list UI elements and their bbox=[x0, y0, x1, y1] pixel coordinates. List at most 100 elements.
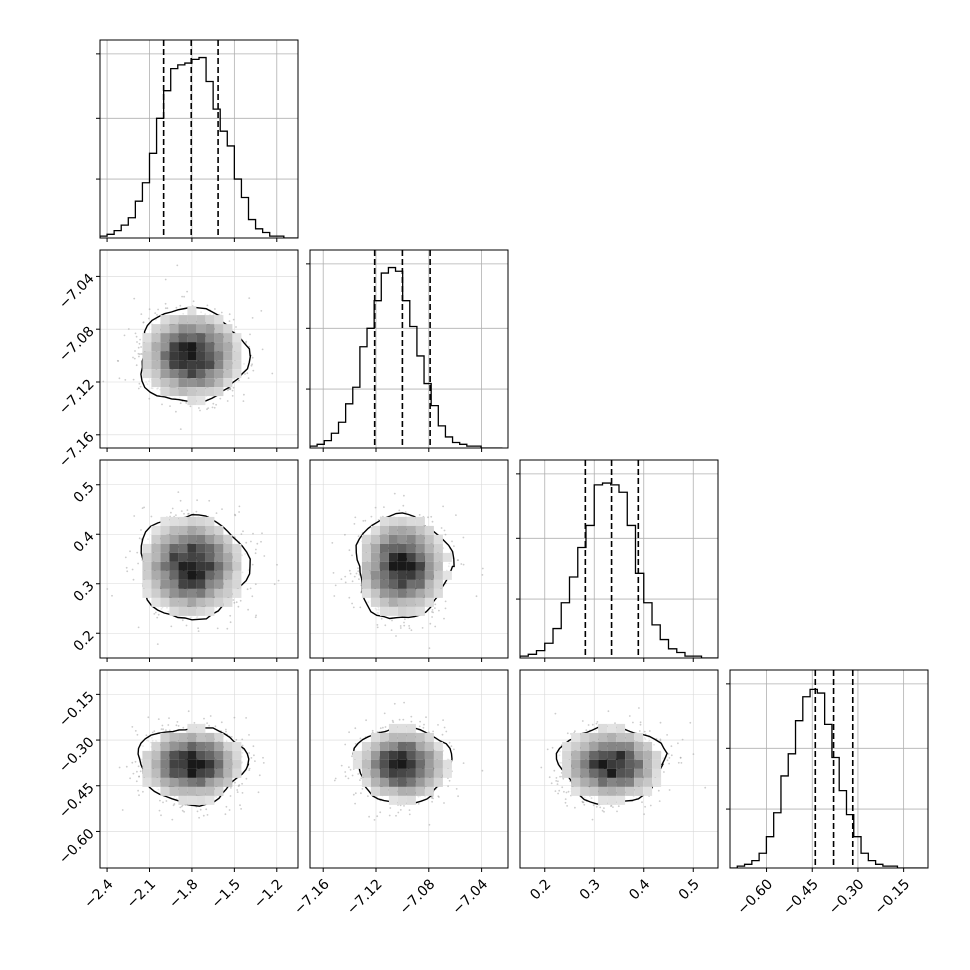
density-cell bbox=[361, 570, 371, 580]
density-cell bbox=[616, 750, 626, 760]
density-cell bbox=[214, 534, 224, 544]
sample-point bbox=[550, 782, 553, 785]
sample-point bbox=[131, 568, 134, 571]
sample-point bbox=[607, 710, 610, 713]
sample-point bbox=[556, 783, 559, 785]
density-cell bbox=[187, 759, 197, 769]
density-cell bbox=[232, 579, 242, 589]
density-cell bbox=[424, 741, 434, 751]
sample-point bbox=[277, 579, 280, 582]
sample-point bbox=[666, 734, 668, 736]
sample-point bbox=[460, 563, 463, 565]
density-cell bbox=[178, 597, 188, 607]
sample-point bbox=[437, 724, 439, 726]
density-cell bbox=[379, 768, 389, 778]
sample-point bbox=[137, 789, 140, 792]
density-cell bbox=[196, 543, 206, 553]
sample-point bbox=[238, 505, 241, 508]
sample-point bbox=[443, 617, 445, 620]
x-tick-label: −7.12 bbox=[344, 876, 386, 918]
sample-point bbox=[252, 745, 255, 748]
sample-point bbox=[136, 733, 139, 736]
sample-point bbox=[704, 786, 707, 789]
sample-point bbox=[403, 805, 405, 807]
density-cell bbox=[397, 786, 407, 796]
sample-point bbox=[134, 350, 136, 352]
density-cell bbox=[160, 768, 170, 778]
density-cell bbox=[397, 723, 407, 733]
density-cell bbox=[232, 588, 242, 598]
sample-point bbox=[260, 540, 262, 543]
density-cell bbox=[151, 360, 161, 370]
density-cell bbox=[634, 732, 644, 742]
sample-point bbox=[603, 810, 605, 813]
density-cell bbox=[571, 750, 581, 760]
density-cell bbox=[232, 561, 242, 571]
density-cell bbox=[589, 786, 599, 796]
sample-point bbox=[252, 532, 254, 535]
density-cell bbox=[151, 561, 161, 571]
sample-point bbox=[403, 494, 405, 497]
density-cell bbox=[187, 306, 197, 316]
sample-point bbox=[453, 748, 455, 751]
density-cell bbox=[571, 768, 581, 778]
density-cell bbox=[187, 378, 197, 388]
sample-point bbox=[462, 536, 465, 539]
sample-point bbox=[157, 613, 160, 616]
sample-point bbox=[334, 777, 337, 780]
sample-point bbox=[180, 805, 183, 808]
sample-point bbox=[349, 572, 352, 575]
density-cell bbox=[379, 543, 389, 553]
density-cell bbox=[169, 768, 179, 778]
sample-point bbox=[228, 388, 231, 390]
density-cell bbox=[196, 597, 206, 607]
density-cell bbox=[178, 741, 188, 751]
sample-point bbox=[249, 333, 251, 336]
density-cell bbox=[196, 525, 206, 535]
density-cell bbox=[142, 588, 152, 598]
sample-point bbox=[209, 715, 212, 717]
sample-point bbox=[432, 797, 434, 800]
density-cell bbox=[634, 768, 644, 778]
sample-point bbox=[250, 540, 252, 543]
sample-point bbox=[165, 729, 167, 731]
density-cell bbox=[160, 534, 170, 544]
sample-point bbox=[147, 716, 150, 719]
sample-point bbox=[183, 295, 186, 298]
sample-point bbox=[557, 780, 559, 783]
density-cell bbox=[187, 750, 197, 760]
density-cell bbox=[397, 795, 407, 805]
sample-point bbox=[137, 352, 140, 355]
sample-point bbox=[153, 613, 156, 615]
density-cell bbox=[415, 552, 425, 562]
density-cell bbox=[169, 516, 179, 526]
density-cell bbox=[187, 786, 197, 796]
density-cell bbox=[598, 777, 608, 787]
x-tick-label: 0.3 bbox=[577, 876, 604, 903]
density-cell bbox=[151, 777, 161, 787]
density-cell bbox=[370, 588, 380, 598]
histogram-step bbox=[730, 688, 927, 868]
sample-point bbox=[241, 744, 244, 747]
density-cell bbox=[379, 786, 389, 796]
sample-point bbox=[644, 805, 646, 808]
sample-point bbox=[432, 611, 434, 614]
density-cell bbox=[169, 786, 179, 796]
sample-point bbox=[351, 580, 354, 583]
sample-point bbox=[398, 718, 401, 721]
density-cell bbox=[196, 561, 206, 571]
sample-point bbox=[150, 515, 153, 518]
density-cell bbox=[433, 750, 443, 760]
density-cell bbox=[415, 543, 425, 553]
density-cell bbox=[370, 579, 380, 589]
sample-point bbox=[445, 730, 448, 733]
sample-point bbox=[132, 578, 135, 581]
density-cell bbox=[415, 759, 425, 769]
sample-point bbox=[431, 800, 433, 803]
sample-point bbox=[132, 356, 134, 359]
density-cell bbox=[625, 759, 635, 769]
sample-point bbox=[161, 724, 164, 727]
sample-point bbox=[140, 313, 143, 315]
density-cell bbox=[178, 516, 188, 526]
sample-point bbox=[137, 562, 140, 565]
